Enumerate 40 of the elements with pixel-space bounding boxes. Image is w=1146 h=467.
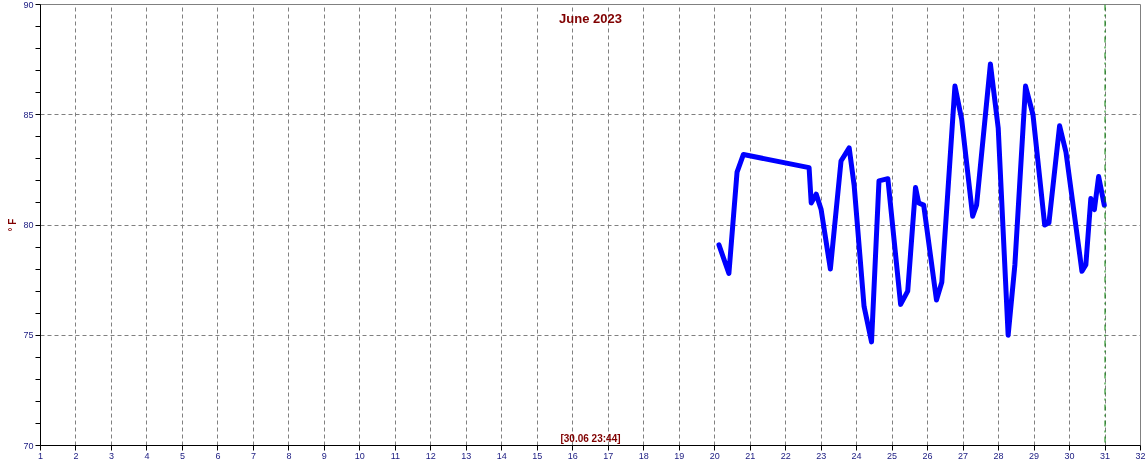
x-tick-label: 11 xyxy=(390,450,401,461)
x-tick-label: 16 xyxy=(567,450,578,461)
y-tick-label: 90 xyxy=(23,0,34,10)
text: June 2023 xyxy=(559,10,622,26)
x-tick-label: 18 xyxy=(638,450,649,461)
x-tick-label: 19 xyxy=(674,450,685,461)
x-tick-label: 17 xyxy=(603,450,614,461)
y-tick-label: 70 xyxy=(23,440,34,451)
x-tick-label: 7 xyxy=(250,450,256,461)
x-tick-label: 20 xyxy=(709,450,720,461)
y-tick-label: 80 xyxy=(23,220,34,230)
x-tick-label: 12 xyxy=(425,450,436,461)
x-tick-label: 14 xyxy=(496,450,507,461)
y-tick-label: 85 xyxy=(23,109,34,120)
x-tick-label: 25 xyxy=(887,450,898,461)
x-tick-label: 23 xyxy=(816,450,827,461)
x-tick-label: 2 xyxy=(73,450,79,461)
x-tick-label: 6 xyxy=(215,450,221,461)
x-tick-label: 27 xyxy=(958,450,969,461)
x-tick-label: 22 xyxy=(780,450,791,461)
x-tick-label: 10 xyxy=(354,450,365,461)
x-tick-label: 9 xyxy=(321,450,327,461)
annotation: [30.06 23:44] xyxy=(560,432,621,444)
x-tick-label: 28 xyxy=(993,450,1004,461)
x-tick-label: 4 xyxy=(144,450,150,461)
x-tick-label: 5 xyxy=(179,450,185,461)
x-tick-label: 30 xyxy=(1064,450,1075,461)
x-tick-label: 3 xyxy=(108,450,114,461)
x-tick-label: 29 xyxy=(1029,450,1040,461)
y-axis-title: ° F xyxy=(7,218,19,232)
y-tick-label: 75 xyxy=(23,330,34,341)
x-tick-label: 31 xyxy=(1100,450,1111,461)
x-tick-label: 32 xyxy=(1135,450,1146,461)
x-tick-label: 21 xyxy=(745,450,756,461)
x-tick-label: 1 xyxy=(38,450,44,461)
x-tick-label: 8 xyxy=(286,450,292,461)
x-tick-label: 26 xyxy=(922,450,933,461)
x-tick-label: 13 xyxy=(461,450,472,461)
x-tick-label: 15 xyxy=(532,450,543,461)
x-tick-label: 24 xyxy=(851,450,862,461)
